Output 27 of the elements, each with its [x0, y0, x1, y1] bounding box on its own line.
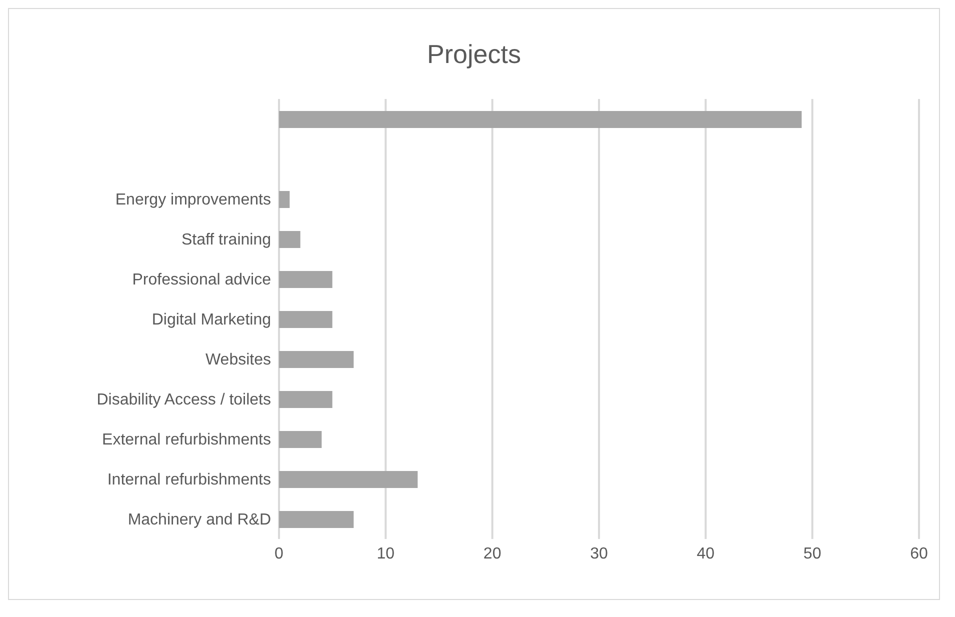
chart-title: Projects [426, 39, 522, 71]
bar [279, 271, 332, 288]
y-tick-label: Professional advice [132, 272, 272, 289]
bar [279, 191, 290, 208]
bar [279, 111, 802, 128]
x-tick-label: 50 [803, 545, 822, 562]
x-tick-label: 40 [696, 545, 715, 562]
bar [279, 471, 418, 488]
y-tick-label: Digital Marketing [152, 312, 271, 329]
y-tick-label: Websites [205, 352, 271, 369]
bar [279, 391, 332, 408]
x-tick-label: 20 [483, 545, 502, 562]
y-tick-label: Energy improvements [115, 192, 271, 209]
x-tick-label: 10 [376, 545, 395, 562]
y-tick-label: External refurbishments [102, 432, 271, 449]
x-tick-label: 60 [910, 545, 928, 562]
bar [279, 431, 322, 448]
y-tick-label: Internal refurbishments [107, 472, 271, 489]
bar [279, 511, 354, 528]
bar [279, 311, 332, 328]
y-tick-label: Staff training [181, 232, 271, 249]
y-tick-label: Disability Access / toilets [96, 392, 271, 409]
bar [279, 231, 300, 248]
x-tick-label: 0 [274, 545, 284, 562]
x-tick-label: 30 [590, 545, 608, 562]
y-tick-label: Machinery and R&D [128, 512, 271, 529]
bar [279, 351, 354, 368]
